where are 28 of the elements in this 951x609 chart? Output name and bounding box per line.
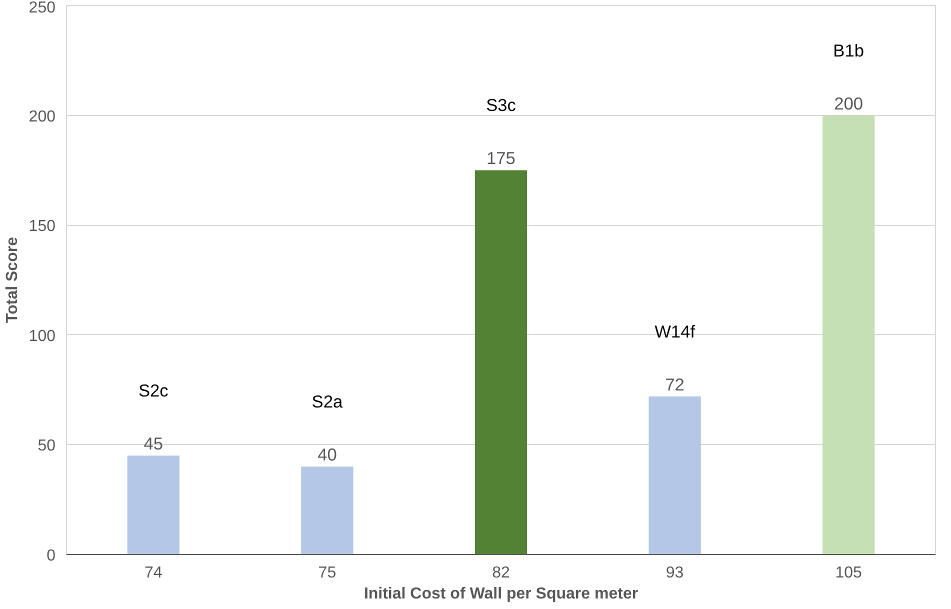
- y-tick-label: 0: [46, 548, 56, 564]
- data-label: 200: [834, 93, 864, 114]
- annotation: S3c: [486, 95, 516, 116]
- data-label: 175: [486, 148, 516, 168]
- y-axis-title: Total Score: [4, 236, 21, 323]
- y-tick-label: 150: [28, 218, 56, 236]
- bar: [822, 115, 875, 554]
- y-tick-label: 250: [28, 0, 56, 16]
- x-axis-title: Initial Cost of Wall per Square meter: [364, 586, 638, 602]
- annotation: S2c: [138, 380, 169, 401]
- bar: [648, 396, 701, 554]
- data-label: 72: [665, 374, 684, 394]
- annotation: B1b: [833, 40, 864, 60]
- x-tick-label: 82: [492, 564, 510, 582]
- x-tick-label: 105: [835, 564, 862, 582]
- data-label: 40: [318, 444, 337, 465]
- x-tick-label: 93: [666, 564, 684, 582]
- y-tick-label: 200: [28, 108, 56, 126]
- y-tick-label: 100: [28, 328, 56, 345]
- bar: [127, 456, 180, 554]
- bar: [474, 170, 528, 554]
- annotation: S2a: [312, 392, 343, 412]
- bar: [301, 466, 354, 554]
- annotation: W14f: [654, 321, 696, 342]
- y-tick-label: 50: [38, 438, 56, 455]
- x-tick-label: 75: [318, 564, 336, 582]
- x-tick-label: 74: [144, 564, 162, 582]
- data-label: 45: [144, 434, 164, 454]
